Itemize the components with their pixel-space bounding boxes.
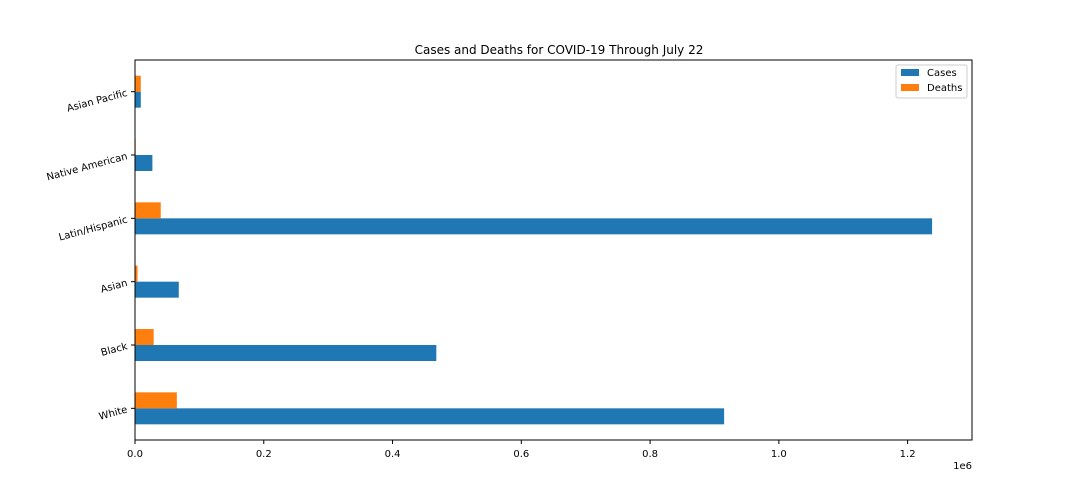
y-tick-label: Black [100,341,129,359]
y-tick-label: Asian Pacific [66,88,129,115]
x-tick-label: 1.0 [771,449,787,460]
bar-deaths-white [135,392,177,409]
bar-cases-asian-pacific [135,91,141,108]
y-tick-label: Native American [46,151,129,183]
bar-deaths-black [135,329,154,345]
x-tick-label: 0.0 [127,449,143,460]
x-tick-label: 0.4 [385,449,401,460]
chart-title: Cases and Deaths for COVID-19 Through Ju… [415,43,704,57]
bar-deaths-asian-pacific [135,75,141,92]
y-tick-label: Latin/Hispanic [58,215,129,244]
x-axis: 0.0 0.2 0.4 0.6 0.8 1.0 1.2 [127,440,916,460]
x-offset-label: 1e6 [953,461,972,472]
legend-label-cases: Cases [927,68,957,79]
x-tick-label: 0.6 [513,449,529,460]
x-tick-label: 0.8 [642,449,658,460]
bar-cases-white [135,408,725,425]
legend-label-deaths: Deaths [927,83,962,94]
y-tick-label: Asian [100,278,129,296]
axes-frame [134,59,973,441]
x-tick-label: 0.2 [256,449,272,460]
bars-group [135,75,933,425]
legend: Cases Deaths [895,64,968,99]
bar-cases-latin-hispanic [135,218,933,235]
x-tick-label: 1.2 [900,449,916,460]
y-tick-label: White [98,405,129,423]
y-axis: White Black Asian Latin/Hispanic Native Amer… [46,88,135,423]
legend-swatch-cases [901,69,919,76]
legend-swatch-deaths [901,84,919,91]
bar-cases-native-american [135,155,153,171]
bar-cases-asian [135,281,179,298]
bar-deaths-latin-hispanic [135,202,161,219]
bar-cases-black [135,345,437,361]
bar-deaths-asian [135,265,138,282]
